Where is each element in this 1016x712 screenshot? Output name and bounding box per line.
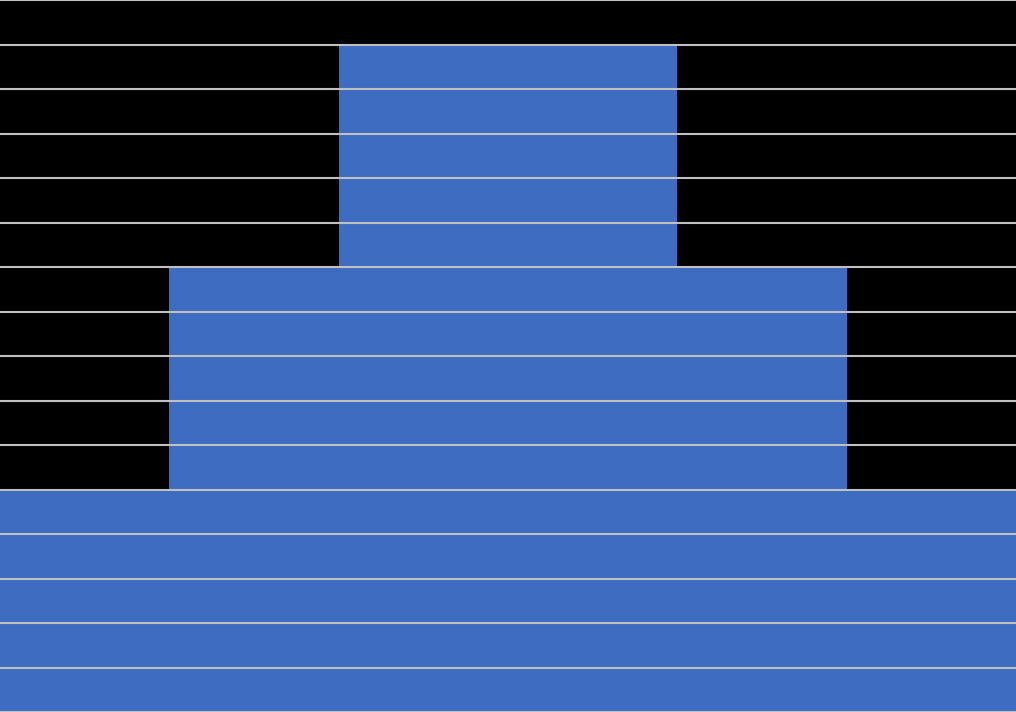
Bar xyxy=(170,401,846,444)
Bar xyxy=(338,45,678,88)
Bar xyxy=(170,446,846,489)
Bar xyxy=(338,179,678,222)
Bar xyxy=(0,535,1016,578)
Bar xyxy=(170,357,846,400)
Bar xyxy=(0,668,1016,711)
Bar xyxy=(170,268,846,311)
Bar xyxy=(338,90,678,133)
Bar xyxy=(338,134,678,177)
Bar xyxy=(0,490,1016,533)
Bar xyxy=(338,223,678,266)
Bar xyxy=(170,312,846,355)
Bar xyxy=(0,579,1016,622)
Bar xyxy=(0,624,1016,667)
